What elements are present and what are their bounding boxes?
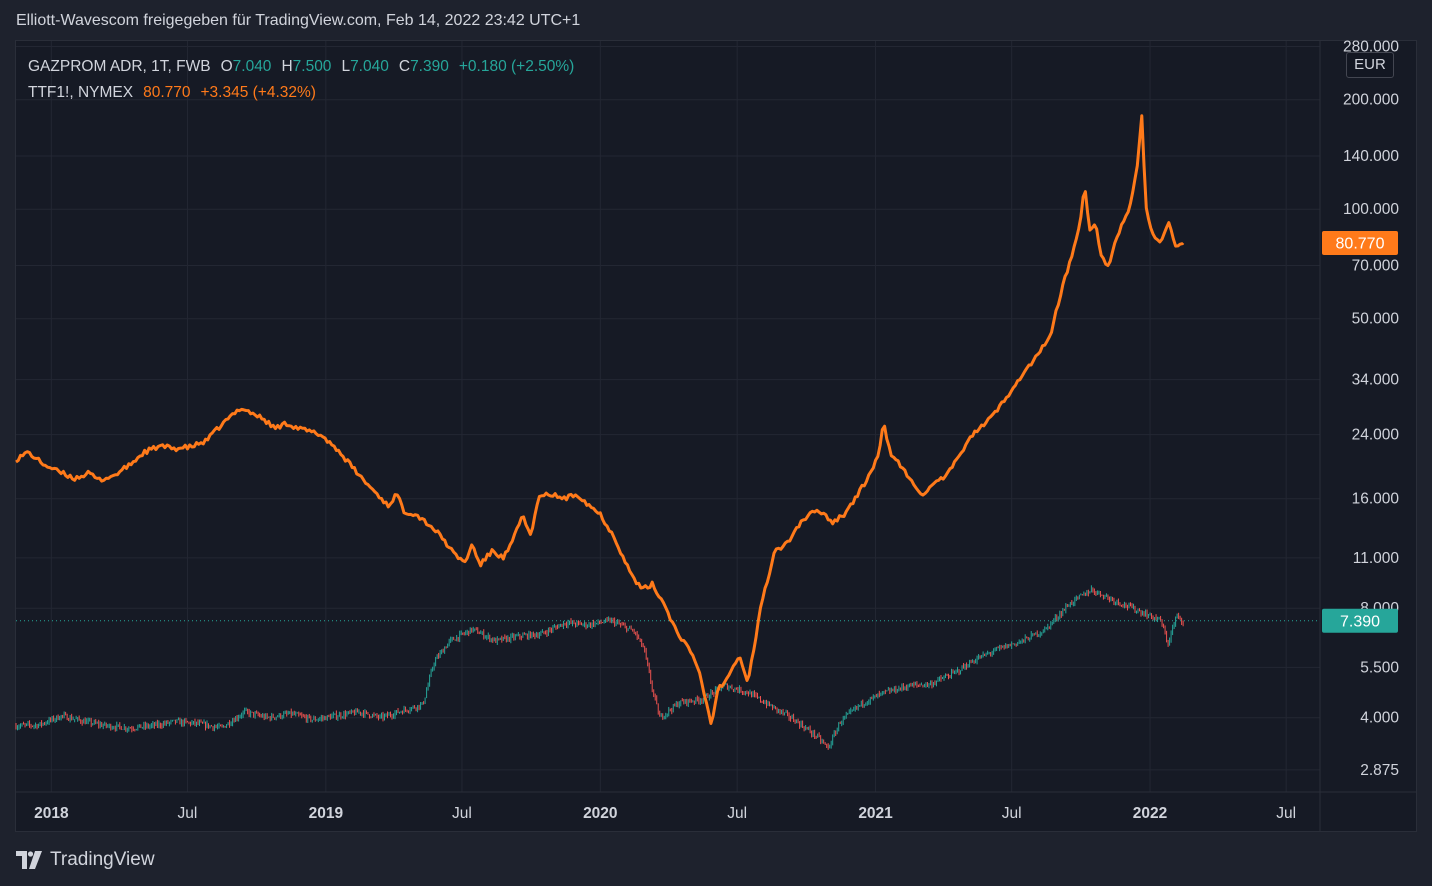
y-tick-label: 24.000 bbox=[1352, 427, 1400, 444]
ttf-line-layer bbox=[15, 114, 1185, 725]
legend: GAZPROM ADR, 1T, FWB O7.040 H7.500 L7.040 C7… bbox=[28, 54, 574, 106]
legend-ttf: TTF1!, NYMEX 80.770 +3.345 (+4.32%) bbox=[28, 80, 574, 106]
footer-bar bbox=[0, 833, 1432, 886]
price-badge bbox=[1322, 608, 1398, 633]
legend-close-label: C bbox=[398, 58, 411, 75]
legend-gazprom: GAZPROM ADR, 1T, FWB O7.040 H7.500 L7.040 C7… bbox=[28, 54, 574, 80]
y-tick-label: 11.000 bbox=[1353, 550, 1400, 567]
legend-open-label: O bbox=[220, 58, 233, 75]
x-tick-label: Jul bbox=[727, 805, 747, 822]
y-tick-label: 280.000 bbox=[1343, 39, 1399, 56]
y-tick-label: 2.875 bbox=[1360, 762, 1399, 779]
legend-ttf-change: +3.345 (+4.32%) bbox=[200, 84, 316, 101]
y-tick-label: 100.000 bbox=[1343, 201, 1399, 218]
x-tick-label: 2019 bbox=[309, 805, 344, 822]
x-tick-label: 2020 bbox=[583, 805, 617, 822]
x-tick-label: Jul bbox=[178, 805, 198, 822]
gazprom-candles bbox=[15, 585, 1320, 750]
legend-high: 7.500 bbox=[292, 58, 332, 75]
currency-button[interactable]: EUR bbox=[1346, 52, 1394, 78]
price-badge bbox=[1322, 230, 1398, 255]
y-tick-label: 4.000 bbox=[1360, 710, 1399, 727]
legend-close: 7.390 bbox=[410, 58, 449, 75]
y-tick-label: 200.000 bbox=[1343, 92, 1399, 109]
price-badge-label: 7.390 bbox=[1340, 613, 1380, 630]
legend-gazprom-symbol[interactable]: GAZPROM ADR, 1T, FWB bbox=[28, 58, 211, 75]
y-tick-label: 140.000 bbox=[1343, 148, 1399, 165]
tradingview-logo-icon bbox=[16, 851, 42, 869]
y-tick-label: 5.500 bbox=[1360, 659, 1399, 676]
price-badges: 80.770 7.390 bbox=[1322, 230, 1398, 633]
publisher-title: Elliott-Wavescom freigegeben für Trading… bbox=[16, 12, 581, 29]
y-tick-label: 16.000 bbox=[1352, 491, 1400, 508]
x-tick-label: Jul bbox=[452, 805, 472, 822]
legend-ttf-symbol[interactable]: TTF1!, NYMEX bbox=[28, 84, 134, 101]
ttf-price-line bbox=[15, 114, 1185, 725]
legend-open: 7.040 bbox=[232, 58, 272, 75]
y-tick-label: 50.000 bbox=[1352, 311, 1400, 328]
price-badge-label: 80.770 bbox=[1336, 235, 1385, 252]
tradingview-logo[interactable]: TradingView bbox=[16, 849, 155, 871]
header-bar: Elliott-Wavescom freigegeben für Trading… bbox=[0, 0, 1432, 40]
grid-lines bbox=[16, 41, 1320, 792]
x-tick-label: 2021 bbox=[858, 805, 893, 822]
legend-low-label: L bbox=[341, 58, 351, 75]
legend-low: 7.040 bbox=[350, 58, 389, 75]
legend-ttf-value: 80.770 bbox=[143, 84, 191, 101]
x-tick-label: 2018 bbox=[34, 805, 69, 822]
y-tick-label: 34.000 bbox=[1352, 372, 1400, 389]
legend-gazprom-change: +0.180 (+2.50%) bbox=[458, 58, 575, 75]
x-tick-label: Jul bbox=[1276, 805, 1296, 822]
axes: 280.000 200.000 140.000 100.000 70.000 50.000… bbox=[16, 39, 1416, 832]
brand-name: TradingView bbox=[50, 849, 155, 870]
legend-high-label: H bbox=[281, 58, 293, 75]
x-tick-label: 2022 bbox=[1133, 805, 1167, 822]
x-tick-label: Jul bbox=[1002, 805, 1022, 822]
y-tick-label: 70.000 bbox=[1352, 258, 1400, 275]
